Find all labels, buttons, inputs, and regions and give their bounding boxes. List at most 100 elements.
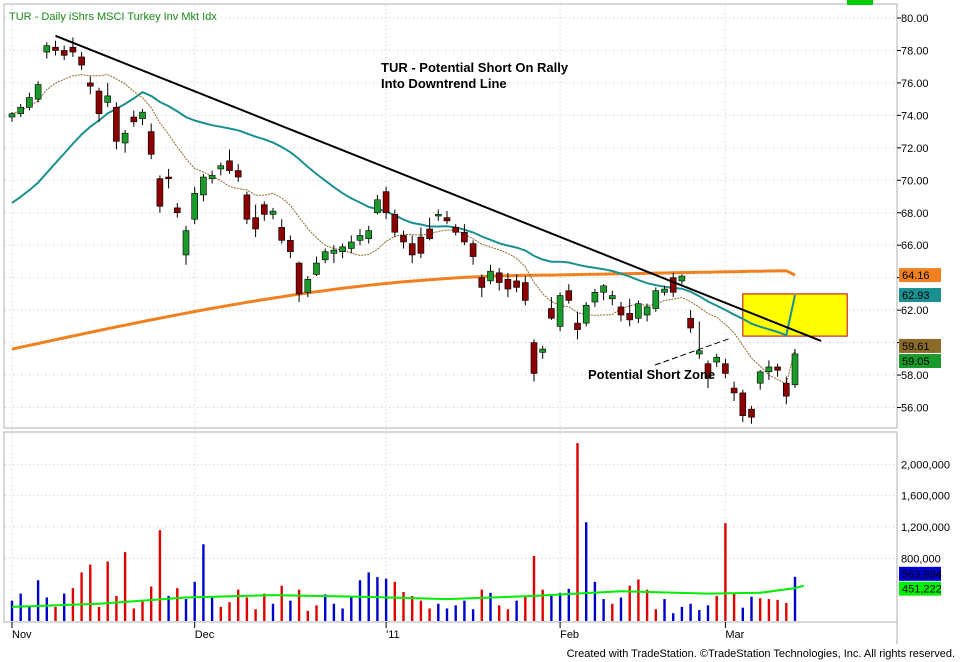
price-tick-label: 76.00: [901, 78, 929, 90]
date-tick-label: Feb: [560, 629, 579, 641]
candle-body: [269, 210, 277, 215]
last-value-tags: 64.16 62.93 59.61 59.05 563,994 451,222: [899, 268, 942, 596]
volume-bars: [10, 443, 804, 621]
candle-body: [678, 275, 686, 282]
candle-body: [226, 160, 233, 171]
candle-body: [382, 191, 390, 214]
candle-body: [417, 236, 425, 254]
candle-body: [174, 207, 181, 214]
candle-body: [260, 204, 268, 215]
candle-body: [530, 342, 538, 374]
candle-body: [330, 249, 338, 254]
price-tick-label: 70.00: [901, 175, 929, 187]
candle-body: [8, 113, 16, 118]
price-tick-label: 56.00: [901, 403, 929, 415]
candle-body: [365, 230, 373, 240]
candle-body: [608, 295, 616, 300]
candle-body: [339, 246, 346, 253]
candle-body: [791, 353, 799, 386]
candle-body: [548, 308, 555, 319]
price-tick-label: 58.00: [901, 370, 929, 382]
ma-slow-line: [11, 269, 796, 351]
candle-body: [78, 56, 85, 66]
candle-body: [121, 132, 129, 144]
date-tick-label: Dec: [195, 629, 215, 641]
candle-body: [130, 116, 138, 123]
candle-body: [739, 392, 747, 416]
candle-body: [287, 240, 294, 253]
candle-body: [661, 288, 668, 293]
candle-body: [104, 95, 111, 103]
candle-body: [243, 194, 251, 220]
candle-body: [591, 291, 599, 303]
candle-body: [495, 272, 503, 283]
candle-body: [461, 231, 468, 243]
zone-pointer-line: [654, 337, 731, 366]
candle-body: [521, 282, 529, 301]
candle-body: [434, 214, 442, 217]
date-tick-label: '11: [386, 629, 400, 641]
candle-body: [408, 243, 416, 256]
value-tag-label: 59.05: [902, 356, 930, 368]
volume-tick-label: 1,600,000: [901, 491, 950, 503]
candle-body: [469, 243, 477, 257]
candle-body: [643, 306, 651, 316]
candle-body: [487, 270, 494, 282]
candle-body: [165, 176, 172, 179]
candle-body: [504, 278, 512, 290]
candle-body: [695, 350, 703, 355]
candle-body: [304, 278, 312, 293]
candle-body: [635, 303, 642, 319]
candle-body: [95, 90, 103, 115]
candle-body: [722, 363, 729, 374]
candle-body: [69, 46, 77, 53]
value-tag-bg: [899, 354, 941, 369]
candle-body: [748, 408, 755, 418]
candle-body: [652, 290, 660, 309]
candle-body: [582, 304, 590, 324]
candle-body: [556, 295, 564, 327]
value-tag-bg: [899, 268, 941, 283]
candle-body: [574, 322, 581, 330]
candle-body: [26, 97, 33, 108]
value-tag-bg: [899, 288, 941, 303]
zone-label: Potential Short Zone: [588, 367, 715, 382]
candle-body: [782, 382, 790, 397]
candle-body: [600, 285, 607, 293]
value-tag-bg: [899, 338, 941, 353]
candle-body: [626, 313, 634, 321]
candle-body: [565, 290, 573, 301]
price-tick-label: 68.00: [901, 208, 929, 220]
date-tick-label: Mar: [725, 629, 744, 641]
volume-tick-label: 1,200,000: [901, 522, 950, 534]
candle-body: [400, 235, 407, 243]
price-tick-label: 78.00: [901, 45, 929, 57]
value-tag-label: 563,994: [902, 569, 942, 581]
candle-body: [34, 84, 42, 100]
candles: [8, 37, 799, 424]
candle-body: [452, 227, 460, 233]
candle-body: [539, 348, 547, 353]
candle-body: [278, 227, 286, 241]
credit-footer: Created with TradeStation. ©TradeStation…: [566, 648, 955, 660]
price-tick-label: 66.00: [901, 240, 929, 252]
candle-body: [513, 280, 520, 288]
candle-body: [617, 306, 625, 316]
volume-tick-label: 800,000: [901, 553, 941, 565]
candle-body: [713, 356, 721, 363]
value-tag-label: 451,222: [902, 584, 942, 596]
volume-average-line: [11, 584, 804, 608]
date-tick-label: Nov: [12, 629, 32, 641]
candle-body: [687, 317, 694, 329]
candle-body: [774, 366, 781, 371]
price-tick-label: 72.00: [901, 143, 929, 155]
candle-body: [87, 82, 94, 87]
candle-body: [200, 176, 207, 196]
candle-body: [52, 46, 59, 51]
short-zone-box: [742, 293, 848, 337]
top-right-scroll-tab[interactable]: [847, 0, 873, 5]
candle-body: [60, 50, 68, 56]
candle-body: [347, 241, 355, 249]
annotation-title-line2: Into Downtrend Line: [381, 76, 507, 91]
